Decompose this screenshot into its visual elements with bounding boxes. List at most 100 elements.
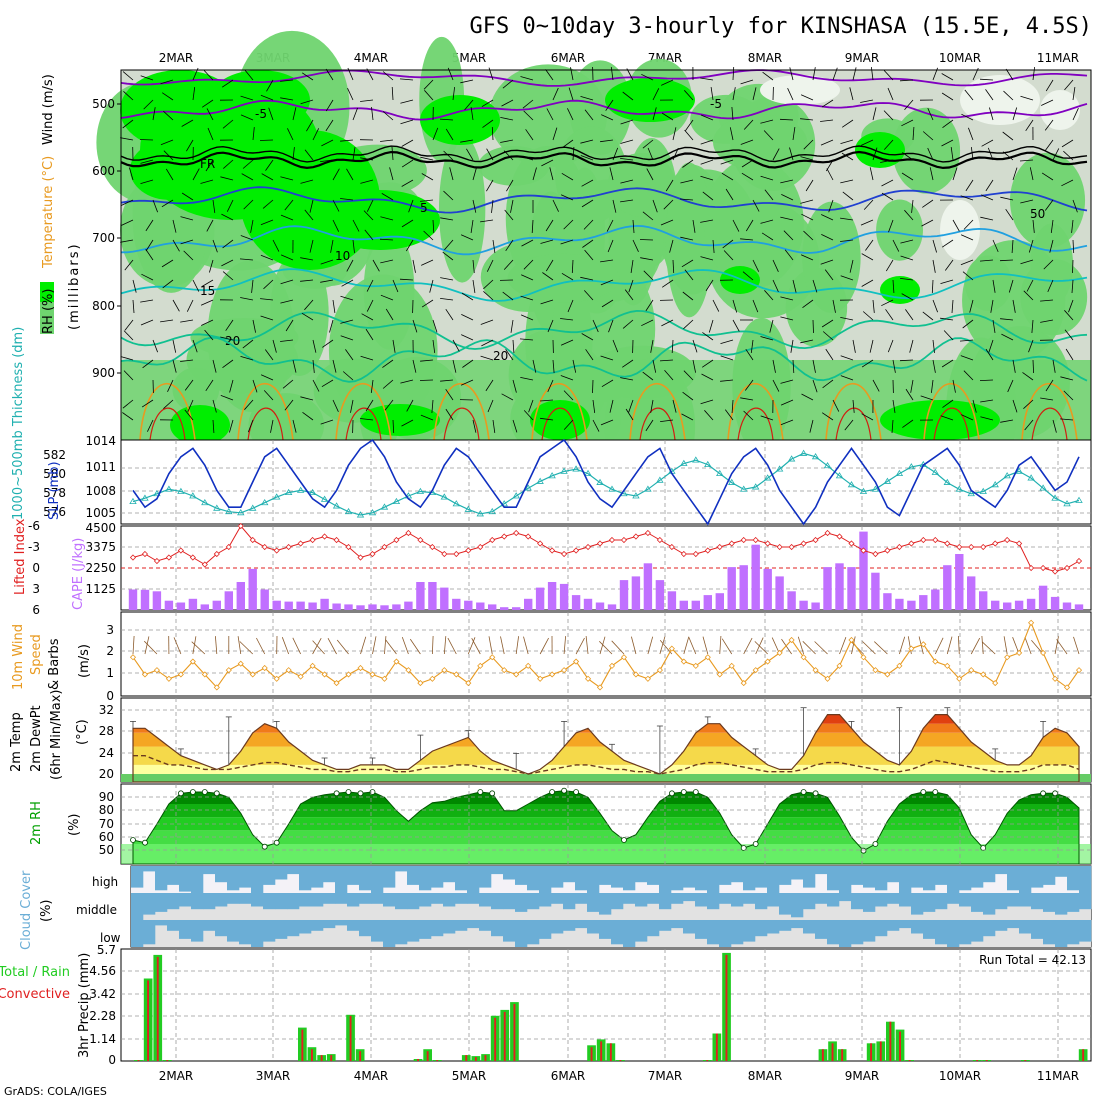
cloud-bar: [635, 893, 648, 907]
wind10-barb: [409, 638, 421, 655]
cloud-bar: [875, 893, 888, 907]
wind-barb: [172, 359, 177, 373]
ylabel-temp-c: (6hr Min/Max): [49, 690, 64, 780]
wind-barb: [752, 299, 759, 313]
li-point: [513, 529, 520, 537]
wind-barb: [661, 112, 674, 121]
contour-line-hot: [1031, 407, 1068, 441]
wind-barb: [1031, 319, 1034, 334]
cloud-bar: [983, 893, 996, 915]
cloud-bar: [563, 920, 576, 931]
rh2m-point: [812, 790, 819, 797]
wind-barb: [364, 229, 374, 241]
wind-barb: [642, 371, 654, 381]
precip-convective-bar: [976, 1060, 979, 1061]
wind10-point: [836, 662, 843, 669]
cloud-bar: [551, 866, 564, 888]
wind-barb: [470, 219, 474, 233]
wind-barb: [792, 127, 796, 141]
wind-barb: [881, 299, 894, 307]
wind10-barb: [874, 641, 888, 655]
wind10-point: [896, 662, 903, 669]
cloud-bar: [335, 920, 348, 926]
wind-barb: [263, 390, 274, 401]
wind-barb: [461, 334, 474, 341]
li-point: [644, 529, 651, 537]
wind-barb: [172, 219, 177, 233]
wind-barb: [129, 167, 134, 181]
wind-barb: [601, 114, 614, 121]
wind-barb: [352, 219, 360, 232]
thickness-point: [440, 493, 449, 500]
cape-bar: [559, 583, 569, 610]
contour-line-hot: [149, 407, 186, 441]
cape-bar: [979, 591, 988, 610]
wind-barb: [812, 279, 818, 293]
wind-barb: [700, 77, 714, 81]
wind-barb: [1005, 68, 1014, 81]
cloud-bar: [575, 866, 588, 891]
cloud-bar: [731, 866, 744, 883]
wind-barb: [905, 388, 914, 401]
day-label-bottom: 9MAR: [845, 1069, 880, 1083]
cape-bar: [260, 589, 269, 610]
cloud-bar: [371, 893, 384, 904]
precip-convective-bar: [166, 1060, 169, 1061]
cape-bar: [344, 604, 353, 610]
li-point: [249, 536, 256, 544]
cloud-bar: [419, 893, 432, 907]
wind-barb: [292, 359, 297, 373]
wind-barb: [1040, 319, 1054, 323]
thickness-point: [608, 485, 616, 492]
wind-barb: [330, 239, 334, 253]
wind-barb: [1024, 419, 1034, 431]
wind-barb: [392, 419, 395, 434]
wind-barb: [163, 399, 174, 409]
wind-barb: [885, 309, 894, 321]
wind-barb: [744, 379, 754, 391]
wind-barb: [265, 159, 274, 171]
thickness-point: [883, 477, 892, 484]
day-label-top: 2MAR: [159, 51, 194, 65]
wind-barb: [401, 179, 414, 187]
thickness-point: [524, 484, 532, 491]
wind-barb: [601, 379, 614, 388]
thickness-point: [943, 478, 951, 485]
wind-barb: [752, 259, 760, 272]
wind-barb: [205, 159, 214, 172]
wind-barb: [212, 239, 218, 253]
wind-barb: [592, 419, 600, 432]
wind-barb: [547, 319, 554, 333]
cloud-bar: [935, 920, 948, 945]
cloud-bar: [455, 866, 468, 891]
wind-barb: [639, 239, 654, 241]
li-point: [429, 543, 436, 551]
day-label-top: 8MAR: [748, 51, 783, 65]
li-point: [680, 550, 687, 558]
wind-barb: [251, 279, 254, 293]
precip-convective-bar: [841, 1049, 844, 1061]
wind-barb: [300, 179, 314, 184]
rh2m-point: [669, 790, 675, 797]
cloud-bar: [767, 866, 780, 893]
wind-barb: [549, 167, 554, 181]
wind-barb: [152, 107, 156, 121]
wind-barb: [692, 359, 696, 373]
cape-bar: [811, 602, 820, 610]
cloud-bar: [1055, 893, 1068, 915]
wind-barb: [452, 339, 460, 352]
cloud-bar: [527, 866, 540, 891]
wind-barb: [642, 139, 654, 149]
wind10-barb: [981, 641, 996, 655]
wind-barb: [609, 167, 614, 181]
wind-barb: [684, 129, 694, 141]
temp-base-band: [121, 774, 1091, 782]
wind-barb: [960, 355, 974, 361]
wind-barb: [632, 219, 635, 234]
wind-barb: [360, 99, 374, 102]
cloud-bar: [851, 920, 864, 945]
cape-tick: 1125: [85, 582, 116, 596]
freezing-line: [120, 145, 1088, 163]
wind10-point: [561, 667, 568, 674]
wind-barb: [145, 248, 154, 261]
